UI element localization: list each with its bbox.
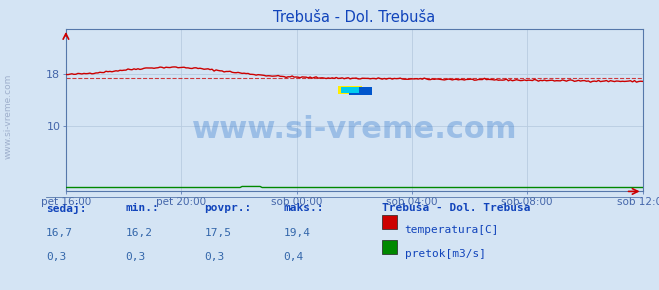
Text: Trebuša - Dol. Trebuša: Trebuša - Dol. Trebuša [382, 203, 530, 213]
Text: 0,4: 0,4 [283, 252, 304, 262]
Title: Trebuša - Dol. Trebuša: Trebuša - Dol. Trebuša [273, 10, 436, 25]
Text: 0,3: 0,3 [125, 252, 146, 262]
Text: maks.:: maks.: [283, 203, 324, 213]
FancyBboxPatch shape [341, 87, 359, 93]
Text: 16,2: 16,2 [125, 228, 152, 238]
Text: povpr.:: povpr.: [204, 203, 252, 213]
Text: 17,5: 17,5 [204, 228, 231, 238]
FancyBboxPatch shape [349, 87, 372, 95]
Text: min.:: min.: [125, 203, 159, 213]
FancyBboxPatch shape [338, 86, 362, 94]
Text: temperatura[C]: temperatura[C] [405, 225, 499, 235]
Text: sedaj:: sedaj: [46, 203, 86, 214]
Text: 0,3: 0,3 [46, 252, 67, 262]
Text: pretok[m3/s]: pretok[m3/s] [405, 249, 486, 259]
Text: 19,4: 19,4 [283, 228, 310, 238]
Text: www.si-vreme.com: www.si-vreme.com [192, 115, 517, 144]
Text: 16,7: 16,7 [46, 228, 73, 238]
Text: www.si-vreme.com: www.si-vreme.com [3, 73, 13, 159]
Text: 0,3: 0,3 [204, 252, 225, 262]
